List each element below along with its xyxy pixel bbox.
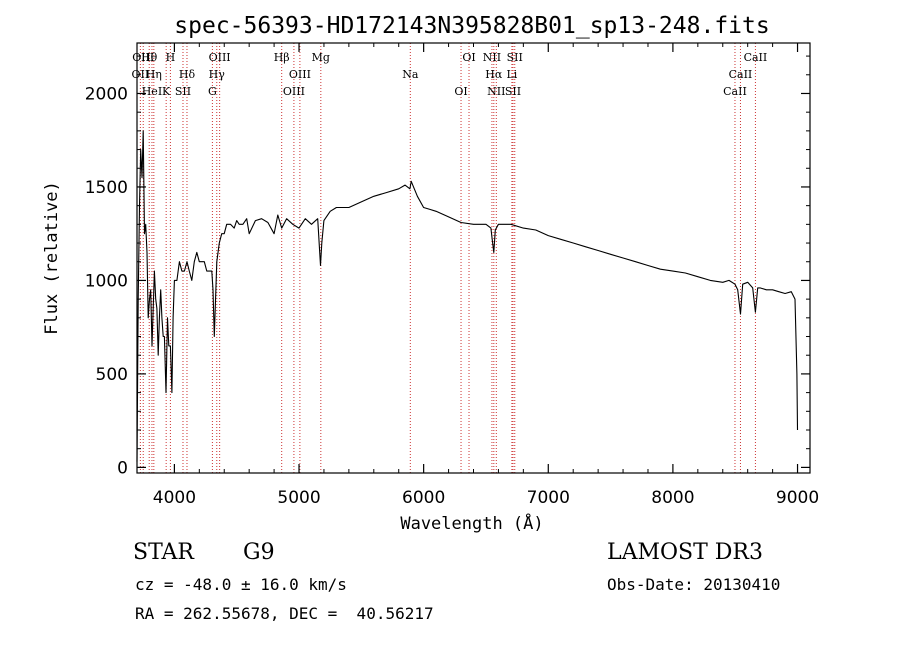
line-label: SII [507,51,523,64]
obs-date-text: Obs-Date: 20130410 [607,575,781,594]
plot-frame [136,42,811,474]
redshift-text: cz = -48.0 ± 16.0 km/s [135,575,347,594]
y-tick-label: 0 [117,458,128,478]
line-markers [139,43,756,473]
y-tick-label: 1500 [85,178,128,198]
line-label: OIII [289,68,311,81]
object-class: STAR [133,540,194,565]
y-axis: 0 500 1000 1500 2000 [85,55,810,478]
line-label: SII [175,85,191,98]
line-label: Mg [312,51,330,64]
object-subclass: G9 [243,540,275,565]
line-label: OI [454,85,467,98]
line-label: Li [506,68,517,81]
line-label: OI [462,51,475,64]
x-axis-label: Wavelength (Å) [400,512,543,534]
line-label: CaII [729,68,753,81]
x-tick-label: 6000 [402,488,445,508]
line-label: OIII [209,51,231,64]
y-tick-label: 500 [96,365,128,385]
line-label: Hα [485,68,503,81]
line-label: Na [402,68,419,81]
coordinates-text: RA = 262.55678, DEC = 40.56217 [135,604,434,623]
x-axis: 4000 5000 6000 7000 8000 9000 [153,43,819,508]
spectrum-series [136,130,799,462]
line-label: Hβ [274,51,290,64]
line-label: K [162,85,171,98]
y-tick-label: 2000 [85,84,128,104]
survey-name: LAMOST DR3 [607,540,763,565]
x-tick-label: 4000 [153,488,196,508]
x-tick-label: 5000 [277,488,320,508]
x-tick-label: 7000 [527,488,570,508]
x-tick-label: 8000 [651,488,694,508]
line-label: OIII [283,85,305,98]
line-label: Hγ [209,68,226,81]
line-label: CaII [744,51,768,64]
line-label: HeI [142,85,162,98]
line-label: Hδ [179,68,196,81]
x-tick-label: 9000 [776,488,819,508]
chart-title: spec-56393-HD172143N395828B01_sp13-248.f… [174,13,769,39]
series-line [136,130,799,462]
line-label: NII [487,85,505,98]
line-label: OIII [132,51,154,64]
y-tick-label: 1000 [85,271,128,291]
line-label: NII [483,51,501,64]
line-label: H [166,51,176,64]
line-label: Hη [146,68,162,81]
line-labels: HθOIIHeIOIIIHηKHHδSIIOIIIHγGHβOIIIOIIIMg… [132,51,768,98]
line-label: G [208,85,217,98]
line-label: Hθ [141,51,158,64]
line-label: CaII [723,85,747,98]
line-label: SII [505,85,521,98]
y-axis-label: Flux (relative) [42,181,62,335]
